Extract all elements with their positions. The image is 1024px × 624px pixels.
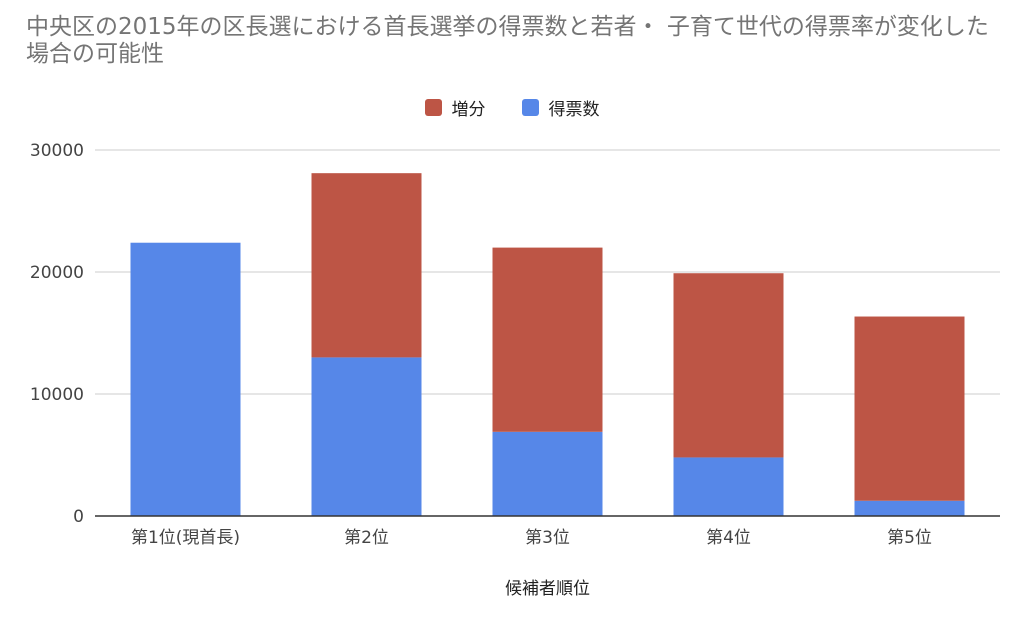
bar-votes bbox=[130, 242, 241, 516]
legend-swatch-votes bbox=[521, 99, 539, 116]
bars-layer bbox=[130, 173, 965, 516]
x-tick-label: 第5位 bbox=[887, 528, 932, 548]
axis-layer: 0 10000 20000 30000 第1位(現首長) 第2位 第3位 第4位 第5位 bbox=[30, 141, 1000, 548]
legend-label-votes: 得票数 bbox=[548, 100, 600, 120]
bar-votes bbox=[673, 457, 784, 516]
bar-votes bbox=[854, 500, 965, 516]
legend-label-increment: 増分 bbox=[451, 100, 486, 120]
x-axis-title: 候補者順位 bbox=[505, 579, 590, 599]
bar-votes bbox=[311, 357, 422, 516]
y-tick-label: 0 bbox=[73, 507, 84, 527]
legend-item-increment: 増分 bbox=[424, 95, 486, 120]
x-tick-label: 第2位 bbox=[344, 528, 389, 548]
chart-title: 中央区の2015年の区長選における首長選挙の得票数と若者・ 子育て世代の得票率が… bbox=[26, 14, 989, 67]
x-tick-label: 第4位 bbox=[706, 528, 751, 548]
y-tick-label: 30000 bbox=[30, 141, 84, 161]
bar-increment bbox=[311, 173, 422, 358]
bar-votes bbox=[492, 431, 603, 516]
y-tick-label: 20000 bbox=[30, 263, 84, 283]
legend-item-votes: 得票数 bbox=[521, 95, 600, 120]
x-tick-label: 第1位(現首長) bbox=[131, 528, 240, 548]
legend-swatch-increment bbox=[424, 99, 442, 116]
y-tick-label: 10000 bbox=[30, 385, 84, 405]
bar-increment bbox=[673, 273, 784, 458]
bar-increment bbox=[854, 316, 965, 501]
chart-legend: 増分 得票数 bbox=[0, 95, 1024, 120]
bar-increment bbox=[492, 247, 603, 432]
x-tick-label: 第3位 bbox=[525, 528, 570, 548]
